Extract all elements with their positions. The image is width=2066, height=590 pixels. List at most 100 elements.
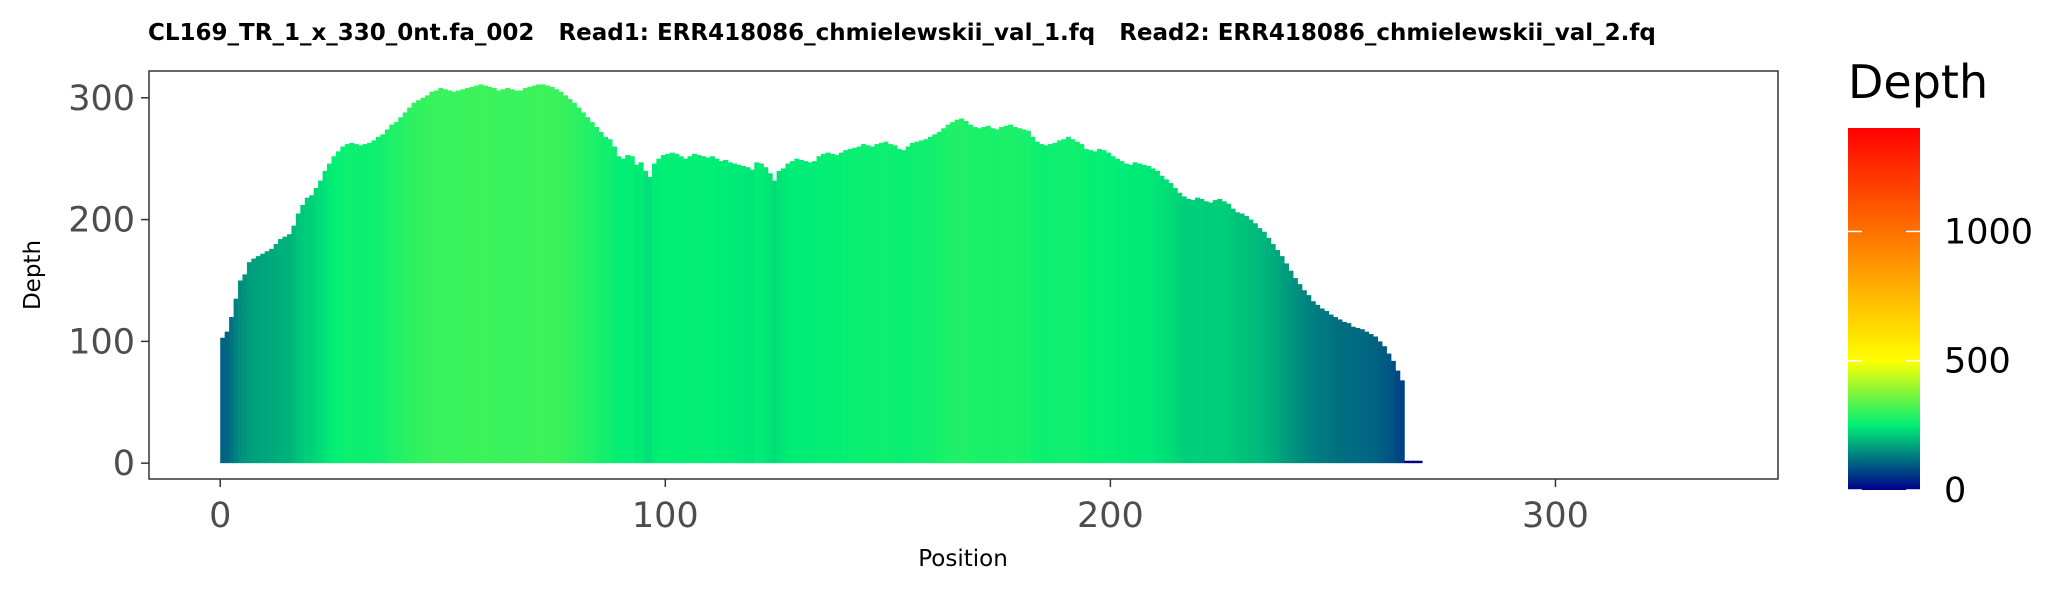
bar	[852, 147, 858, 464]
bar	[1359, 329, 1365, 464]
bar	[536, 84, 542, 464]
bar	[554, 89, 560, 464]
bar	[745, 167, 751, 464]
bar	[1194, 197, 1200, 464]
bar	[318, 180, 324, 464]
bar	[1043, 145, 1049, 464]
bar	[1168, 183, 1174, 464]
bar	[264, 251, 270, 464]
bar	[1163, 179, 1169, 464]
legend: Depth 0 500 1000	[1848, 55, 2033, 511]
bar	[994, 129, 1000, 464]
bar	[896, 148, 902, 464]
bar	[433, 90, 439, 464]
legend-tick-label: 0	[1944, 471, 1966, 511]
bar	[870, 146, 876, 464]
bar	[825, 152, 831, 464]
bar	[1208, 202, 1214, 464]
bar	[1283, 263, 1290, 464]
bar	[772, 180, 778, 464]
bars-group	[220, 84, 1423, 464]
bar	[580, 112, 586, 464]
bar	[246, 262, 252, 464]
bar	[1364, 331, 1370, 464]
bar	[1217, 198, 1223, 464]
bar	[1239, 213, 1245, 464]
bar	[295, 213, 301, 464]
bar	[1230, 208, 1236, 464]
bar	[1021, 129, 1027, 464]
bar	[798, 159, 804, 464]
bar	[887, 144, 893, 464]
bar	[451, 91, 457, 464]
bar	[740, 166, 747, 464]
bar	[816, 156, 822, 464]
bar	[1288, 270, 1294, 464]
bar	[375, 136, 382, 464]
bar	[749, 169, 755, 464]
bar	[1297, 284, 1303, 464]
bar	[482, 85, 488, 464]
bar	[1074, 141, 1080, 464]
bar	[1417, 460, 1423, 464]
bar	[829, 153, 836, 464]
bar	[1319, 308, 1325, 464]
bar	[892, 145, 898, 464]
bar	[389, 124, 395, 464]
bar	[1248, 219, 1254, 464]
bar	[1270, 243, 1276, 464]
bar	[847, 148, 853, 464]
bar	[322, 170, 328, 464]
bar	[286, 234, 293, 464]
x-axis-title: Position	[918, 546, 1008, 572]
bar	[616, 156, 622, 464]
bar	[714, 158, 720, 464]
bar	[1203, 201, 1209, 464]
bar	[687, 156, 693, 464]
bar	[963, 120, 969, 464]
bar	[549, 86, 555, 464]
bar	[736, 164, 742, 464]
bar	[384, 129, 390, 464]
bar	[914, 141, 920, 464]
bar	[1355, 327, 1361, 464]
bar	[758, 163, 764, 464]
x-tick-label: 200	[1077, 496, 1144, 536]
bar	[531, 85, 537, 464]
bar	[918, 140, 925, 464]
bar	[1034, 141, 1040, 464]
bar	[727, 162, 733, 464]
bar	[513, 90, 520, 464]
bar	[1381, 346, 1387, 464]
bar	[407, 107, 413, 464]
bar	[763, 167, 769, 464]
bar	[1266, 237, 1272, 464]
bar	[972, 127, 978, 464]
bar	[487, 86, 493, 464]
x-axis: 0 100 200 300	[209, 479, 1589, 536]
bar	[1154, 170, 1160, 464]
bar	[620, 158, 626, 464]
bar	[1301, 290, 1307, 464]
bar	[304, 197, 310, 464]
bar	[260, 253, 266, 464]
bar	[522, 88, 528, 464]
bar	[705, 157, 711, 464]
bar	[344, 144, 350, 464]
bar	[607, 139, 613, 464]
bar	[1101, 150, 1107, 464]
bar	[509, 89, 515, 464]
bar	[1315, 304, 1321, 464]
bar	[1257, 228, 1263, 464]
bar	[785, 163, 791, 464]
bar	[1105, 152, 1111, 464]
bar	[776, 170, 782, 464]
bar	[420, 97, 426, 464]
bar	[251, 258, 257, 464]
bar	[990, 128, 996, 464]
bar	[643, 170, 649, 464]
bar	[371, 140, 377, 464]
bar	[438, 88, 444, 464]
bar	[1350, 326, 1356, 464]
x-tick-label: 300	[1522, 496, 1589, 536]
